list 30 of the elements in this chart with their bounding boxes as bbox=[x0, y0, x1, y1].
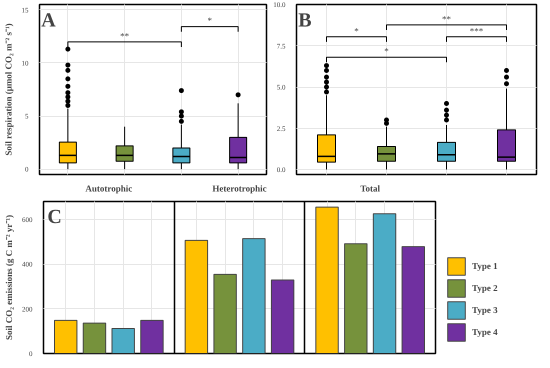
bar bbox=[213, 274, 237, 354]
x-tick-label: Heterotrophic bbox=[212, 184, 267, 194]
bar bbox=[372, 213, 396, 354]
bar bbox=[111, 328, 135, 354]
annotation: ** bbox=[120, 30, 130, 41]
annotation: A bbox=[41, 10, 56, 32]
x-tick-label: Total bbox=[360, 184, 381, 194]
bar bbox=[140, 320, 164, 354]
bar bbox=[344, 243, 368, 354]
bar bbox=[184, 240, 208, 354]
legend-label: Type 4 bbox=[472, 327, 498, 337]
annotation: * bbox=[208, 16, 212, 26]
annotation: * bbox=[384, 46, 390, 56]
legend-label: Type 2 bbox=[472, 283, 498, 293]
annotation: ** bbox=[442, 14, 452, 24]
y-axis-title: Soil respiration (μmol CO₂ m⁻² s⁻¹) bbox=[4, 23, 14, 156]
y-axis-title: Soil CO₂ emissions (g C m⁻² yr⁻¹) bbox=[4, 214, 14, 340]
bar bbox=[54, 320, 78, 354]
bar bbox=[402, 246, 425, 354]
legend-label: Type 1 bbox=[472, 261, 498, 271]
x-tick-label: Autotrophic bbox=[85, 184, 132, 194]
bar bbox=[82, 322, 106, 354]
legend-label: Type 3 bbox=[472, 305, 498, 315]
bar bbox=[315, 206, 339, 354]
annotation: B bbox=[298, 10, 312, 32]
bar bbox=[270, 279, 294, 354]
annotation: C bbox=[47, 206, 62, 228]
annotation: *** bbox=[470, 26, 484, 36]
bar bbox=[242, 238, 266, 354]
annotation: * bbox=[354, 26, 360, 36]
